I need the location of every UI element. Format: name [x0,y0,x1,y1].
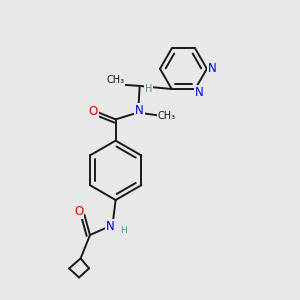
Text: N: N [194,86,203,99]
Text: O: O [89,105,98,118]
Text: H: H [145,84,152,94]
Text: N: N [208,61,217,75]
Text: CH₃: CH₃ [106,75,124,85]
Text: CH₃: CH₃ [158,111,176,121]
Text: N: N [135,104,144,117]
Text: N: N [106,220,115,233]
Text: O: O [74,205,83,218]
Text: H: H [120,226,127,235]
